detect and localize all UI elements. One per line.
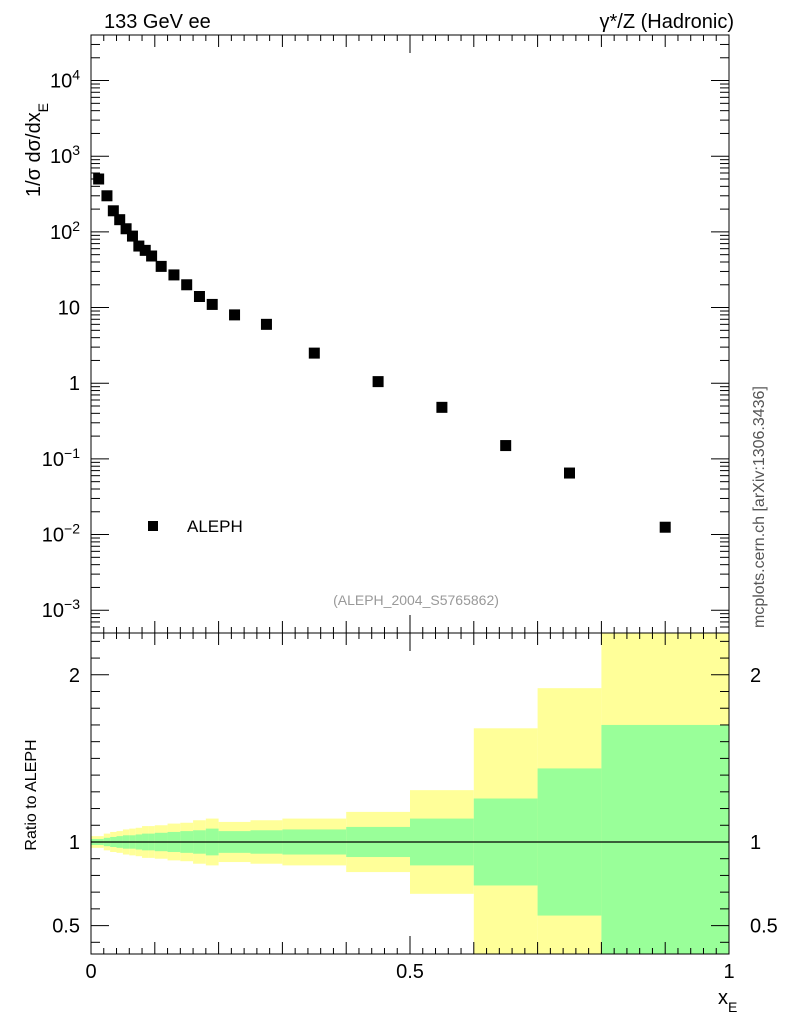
data-point — [155, 260, 167, 272]
data-point — [114, 214, 126, 226]
data-point — [659, 521, 671, 533]
ratio-y-axis-label: Ratio to ALEPH — [23, 739, 40, 850]
y-tick-label-exponent: −2 — [64, 521, 80, 537]
ratio-x-ticks — [90, 633, 730, 954]
y-tick-label: 10−1 — [42, 445, 80, 471]
data-point — [193, 290, 205, 302]
y-tick-label: 103 — [50, 142, 80, 168]
data-point — [564, 467, 575, 479]
main-y-ticks — [91, 34, 729, 634]
y-tick-label: 1 — [69, 373, 80, 395]
y-tick-label-base: 1 — [69, 373, 80, 395]
data-point — [168, 269, 180, 281]
inner-band-bin — [601, 724, 729, 954]
ratio-y-tick-label-left: 0.5 — [52, 916, 80, 938]
y-tick-label-base: 10 — [50, 222, 72, 244]
y-tick-label-exponent: −3 — [64, 596, 80, 612]
header-left-title: 133 GeV ee — [104, 11, 211, 33]
x-tick-label: 0 — [85, 961, 96, 983]
data-point — [308, 347, 320, 359]
main-y-axis-label: 1/σ dσ/dxE — [23, 103, 51, 197]
legend-marker — [148, 521, 158, 531]
header-right-title: γ*/Z (Hadronic) — [600, 11, 734, 33]
data-point — [260, 318, 272, 330]
ratio-y-tick-label-right: 1 — [750, 832, 761, 854]
main-y-axis-label-main: 1/σ dσ/dx — [23, 112, 45, 197]
y-tick-label-exponent: 4 — [72, 67, 80, 83]
main-marks — [93, 173, 671, 533]
x-axis-label-sub: E — [728, 999, 737, 1015]
y-tick-label-base: 10 — [42, 600, 64, 622]
y-tick-label-exponent: 3 — [72, 142, 80, 158]
data-point — [139, 244, 151, 256]
y-tick-label: 10 — [58, 298, 80, 320]
ratio-inner-band — [91, 724, 729, 954]
ratio-y-tick-label-right: 2 — [750, 665, 761, 687]
main-frame — [90, 34, 730, 634]
x-tick-label: 0.5 — [396, 961, 424, 983]
ratio-y-tick-label-left: 2 — [69, 665, 80, 687]
y-tick-label-exponent: −1 — [64, 445, 80, 461]
data-point — [133, 240, 145, 252]
main-y-axis-label-sub: E — [35, 103, 51, 112]
ratio-y-tick-labels: 0.5 0.5 1 1 2 2 — [52, 665, 778, 938]
data-point — [126, 230, 138, 242]
data-point — [436, 401, 448, 413]
data-point — [107, 205, 119, 217]
y-tick-label: 10−2 — [42, 521, 80, 547]
ratio-panel: 0.5 0.51 12 2 0 0.5 1 Ratio to ALEPH xE — [23, 632, 778, 1015]
data-point — [101, 190, 113, 202]
y-tick-label: 102 — [50, 218, 80, 244]
legend-label: ALEPH — [187, 517, 243, 536]
y-tick-label-base: 10 — [58, 298, 80, 320]
x-tick-label: 1 — [723, 961, 734, 983]
analysis-tag: (ALEPH_2004_S5765862) — [333, 592, 499, 608]
data-point — [500, 440, 512, 452]
data-point — [120, 223, 132, 235]
ratio-y-tick-label-right: 0.5 — [750, 916, 778, 938]
data-point — [181, 279, 193, 291]
x-axis-label: xE — [718, 987, 737, 1015]
ratio-y-tick-label-left: 1 — [69, 832, 80, 854]
side-note: mcplots.cern.ch [arXiv:1306.3436] — [751, 386, 768, 628]
y-tick-label-base: 10 — [50, 146, 72, 168]
y-tick-label-base: 10 — [42, 449, 64, 471]
data-point — [229, 309, 241, 321]
ratio-x-tick-labels: 0 0.5 1 — [85, 961, 734, 983]
data-point — [372, 376, 384, 388]
x-axis-label-main: x — [718, 987, 728, 1009]
y-tick-label: 10−3 — [42, 596, 80, 622]
data-point — [206, 298, 218, 310]
y-tick-label-base: 10 — [42, 525, 64, 547]
y-tick-label-exponent: 2 — [72, 218, 80, 234]
main-x-ticks — [90, 35, 730, 633]
ratio-y-ticks — [91, 640, 729, 943]
y-tick-label-base: 10 — [50, 71, 72, 93]
y-tick-label: 104 — [50, 67, 80, 93]
data-point — [146, 250, 158, 262]
